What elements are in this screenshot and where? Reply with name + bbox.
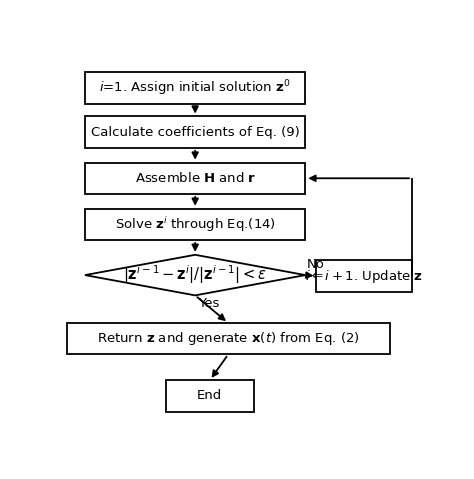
Text: Return $\mathbf{z}$ and generate $\mathbf{x}$$(t)$ from Eq. (2): Return $\mathbf{z}$ and generate $\mathb… — [97, 330, 360, 347]
Text: $i$=1. Assign initial solution $\mathbf{z}^0$: $i$=1. Assign initial solution $\mathbf{… — [100, 78, 291, 98]
Text: End: End — [197, 389, 222, 402]
Text: No: No — [307, 258, 325, 271]
Bar — [85, 162, 305, 194]
Text: $|\mathbf{z}^{i-1}-\mathbf{z}^{i}|/|\mathbf{z}^{i-1}|<\varepsilon$: $|\mathbf{z}^{i-1}-\mathbf{z}^{i}|/|\mat… — [123, 264, 267, 286]
Bar — [85, 116, 305, 148]
Text: $i\Leftarrow i+1$. Update $\mathbf{z}$: $i\Leftarrow i+1$. Update $\mathbf{z}$ — [305, 267, 423, 285]
Polygon shape — [85, 255, 305, 296]
Text: Calculate coefficients of Eq. (9): Calculate coefficients of Eq. (9) — [91, 125, 300, 138]
Bar — [85, 72, 305, 103]
Text: Solve $\mathbf{z}^i$ through Eq.(14): Solve $\mathbf{z}^i$ through Eq.(14) — [115, 215, 276, 234]
Text: Assemble $\mathbf{H}$ and $\mathbf{r}$: Assemble $\mathbf{H}$ and $\mathbf{r}$ — [135, 171, 256, 185]
Text: Yes: Yes — [198, 297, 219, 310]
Bar — [66, 323, 390, 354]
Bar — [85, 209, 305, 240]
Bar — [316, 261, 412, 292]
Bar — [166, 380, 254, 411]
